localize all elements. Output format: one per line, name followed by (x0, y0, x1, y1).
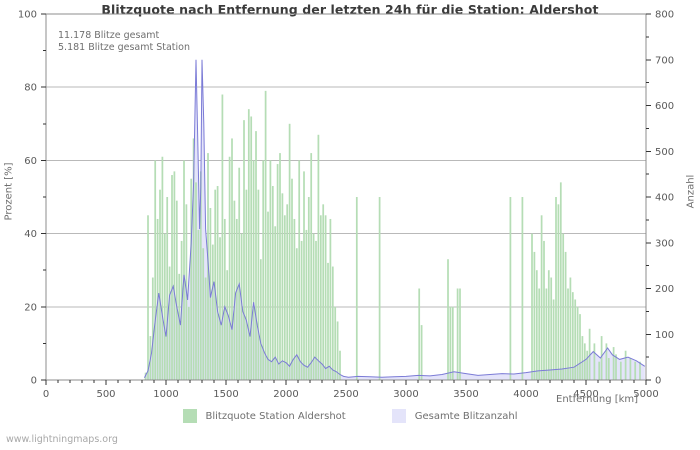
svg-text:0: 0 (655, 376, 661, 387)
svg-text:40: 40 (24, 229, 37, 240)
svg-text:5000: 5000 (633, 389, 658, 400)
chart-legend: Blitzquote Station Aldershot Gesamte Bli… (0, 409, 700, 423)
annotation-station-strokes: 5.181 Blitze gesamt Station (58, 42, 191, 53)
svg-text:0: 0 (31, 376, 37, 387)
svg-text:1500: 1500 (213, 389, 238, 400)
legend-item-blitzquote[interactable]: Blitzquote Station Aldershot (182, 409, 346, 423)
svg-text:60: 60 (24, 156, 37, 167)
plot-area: 0 500 1000 1500 2000 2500 3000 3500 4000 4500 5000… (18, 10, 674, 401)
legend-swatch-blitzquote (182, 409, 197, 423)
svg-text:20: 20 (24, 302, 37, 313)
svg-text:0: 0 (43, 389, 49, 400)
legend-swatch-gesamte-blitzanzahl (391, 409, 406, 423)
legend-label-gesamte-blitzanzahl: Gesamte Blitzanzahl (414, 410, 518, 422)
x-axis-title: Entfernung [km] (556, 394, 639, 405)
svg-text:100: 100 (655, 330, 674, 341)
svg-text:4000: 4000 (513, 389, 538, 400)
legend-item-gesamte-blitzanzahl[interactable]: Gesamte Blitzanzahl (391, 409, 518, 423)
svg-text:1000: 1000 (153, 389, 178, 400)
svg-text:600: 600 (655, 101, 674, 112)
y-axis-left-title: Prozent [%] (3, 162, 15, 221)
legend-label-blitzquote: Blitzquote Station Aldershot (205, 410, 346, 422)
svg-text:700: 700 (655, 55, 674, 66)
svg-text:80: 80 (24, 83, 37, 94)
page-title: Blitzquote nach Entfernung der letzten 2… (101, 2, 599, 17)
svg-text:3000: 3000 (393, 389, 418, 400)
svg-text:300: 300 (655, 238, 674, 249)
svg-text:800: 800 (655, 10, 674, 21)
site-footer: www.lightningmaps.org (6, 434, 118, 445)
svg-text:3500: 3500 (453, 389, 478, 400)
svg-text:500: 500 (655, 147, 674, 158)
y-axis-right-title: Anzahl (685, 174, 697, 209)
svg-text:500: 500 (96, 389, 115, 400)
svg-text:4500: 4500 (573, 389, 598, 400)
svg-text:2000: 2000 (273, 389, 298, 400)
svg-text:200: 200 (655, 284, 674, 295)
annotation-total-strokes: 11.178 Blitze gesamt (58, 30, 160, 41)
svg-text:400: 400 (655, 193, 674, 204)
svg-text:100: 100 (18, 10, 37, 21)
svg-text:2500: 2500 (333, 389, 358, 400)
